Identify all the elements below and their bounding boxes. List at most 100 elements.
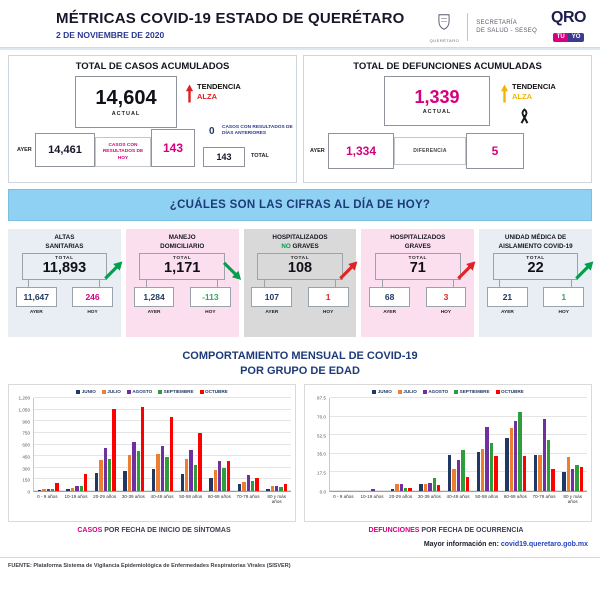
bar-junio	[448, 454, 452, 492]
x-tick-label: 60-69 años	[207, 494, 231, 500]
bar-octubre	[198, 432, 202, 492]
bar-septiembre	[575, 464, 579, 492]
trend-arrow-icon	[575, 261, 594, 280]
legend-item-septiembre: SEPTIEMBRE	[454, 389, 490, 394]
defunciones-ayer-value: 1,334	[345, 144, 377, 159]
gridline	[330, 434, 587, 436]
y-tick-label: 70.0	[317, 414, 326, 420]
total-box: TOTAL 71	[374, 253, 461, 281]
chart-legend: JUNIO JULIO AGOSTO SEPTIEMBRE OCTUBRE	[309, 389, 587, 394]
bar-group	[177, 398, 206, 492]
legend-swatch	[199, 389, 204, 394]
bar-octubre	[283, 484, 288, 492]
more-info: Mayor información en: covid19.queretaro.…	[12, 541, 588, 548]
legend-swatch	[397, 389, 402, 394]
casos-resultados-hoy-label: CASOS CON RESULTADOS DE HOY	[102, 143, 144, 161]
charts-section-title: COMPORTAMIENTO MENSUAL DE COVID-19 POR G…	[0, 349, 600, 379]
casos-by-age-chart: JUNIO JULIO AGOSTO SEPTIEMBRE OCTUBRE 0 150 300…	[8, 384, 296, 523]
bar-julio	[70, 488, 75, 492]
hoy-value-box: 1	[307, 287, 349, 308]
legend-item-julio: JULIO	[101, 389, 121, 395]
bar-julio	[566, 457, 571, 492]
legend-swatch	[495, 389, 500, 394]
gridline	[34, 420, 291, 422]
trend-arrow	[452, 257, 481, 286]
x-tick-label: 50-59 años	[475, 494, 499, 500]
charts-title-line1: COMPORTAMIENTO MENSUAL DE COVID-19	[182, 350, 418, 363]
ayer-value: 21	[502, 292, 513, 303]
legend-swatch	[101, 389, 106, 394]
ayer-value-box: 107	[251, 287, 293, 308]
x-axis-labels: 0 - 9 años 10-19 años 20-29 años 30-39 años…	[329, 494, 587, 505]
hoy-label: HOY	[558, 310, 569, 316]
total-box: TOTAL 1,171	[139, 253, 226, 281]
ayer-value-box: 11,647	[15, 287, 57, 308]
bar-septiembre	[108, 458, 112, 492]
bar-junio	[66, 489, 70, 492]
defunciones-by-age-chart: JUNIO JULIO AGOSTO SEPTIEMBRE OCTUBRE 0.0 17.5…	[304, 384, 592, 523]
card-title-line1: UNIDAD MÉDICA DE	[504, 234, 567, 242]
qro-logo-text: QRO	[551, 9, 586, 26]
trend-arrow	[570, 257, 599, 286]
more-info-label: Mayor información en:	[423, 541, 499, 549]
plot-area-wrap: 0 - 9 años 10-19 años 20-29 años 30-39 años…	[329, 397, 587, 505]
casos-acumulados-panel: TOTAL DE CASOS ACUMULADOS 14,604 ACTUAL …	[8, 55, 297, 184]
bar-septiembre	[193, 464, 198, 492]
bar-group	[330, 398, 359, 491]
casos-resultados-hoy-box: 143	[151, 129, 195, 168]
defunciones-actual-box: 1,339 ACTUAL	[384, 76, 490, 127]
bar-octubre	[169, 416, 173, 492]
bar-julio	[395, 483, 399, 492]
tendencia-label: TENDENCIA	[197, 82, 241, 92]
bar-octubre	[141, 406, 145, 492]
casos-hoy-linkbox: CASOS CON RESULTADOS DE HOY	[95, 137, 151, 168]
x-axis-labels: 0 - 9 años 10-19 años 20-29 años 30-39 años…	[33, 494, 291, 505]
legend-label: JULIO	[107, 389, 121, 395]
bar-agosto	[485, 427, 489, 492]
bar-septiembre	[432, 478, 437, 492]
y-axis: 0.0 17.5 35.0 52.5 70.0 87.5	[309, 395, 329, 495]
ayer-label: AYER	[265, 310, 279, 316]
y-tick-label: 150	[22, 477, 30, 483]
gridline	[330, 415, 587, 417]
hoy-value: 246	[85, 292, 100, 303]
mini-row: 107 1	[244, 287, 357, 308]
x-tick-label: 20-29 años	[389, 494, 413, 500]
x-tick-label: 30-39 años	[121, 494, 145, 500]
card-title-line2: DOMICILIARIO	[160, 242, 205, 250]
total-value: 108	[287, 260, 313, 277]
banner-text: ¿CUÁLES SON LAS CIFRAS AL DÍA DE HOY?	[169, 199, 431, 212]
casos-dias-anteriores-value: 0	[209, 126, 215, 138]
mini-labels: AYER HOY	[361, 310, 474, 315]
bar-octubre	[226, 460, 231, 492]
card-title-line2: GRAVES	[404, 242, 431, 250]
ayer-value-box: 21	[487, 287, 528, 308]
bar-junio	[419, 483, 423, 492]
bar-group	[530, 398, 559, 492]
casos-trend: TENDENCIA ALZA	[185, 82, 241, 105]
connector-lines	[263, 280, 337, 288]
mini-row: 11,647 246	[8, 287, 121, 308]
bar-group	[205, 398, 234, 492]
diferencia-value: 5	[491, 144, 499, 159]
header-text: MÉTRICAS COVID-19 ESTADO DE QUERÉTARO 2 …	[56, 10, 405, 40]
legend-label: JUNIO	[377, 389, 392, 395]
legend-label: AGOSTO	[428, 389, 449, 395]
total-box: TOTAL 108	[257, 253, 343, 281]
y-tick-label: 1,200	[18, 395, 31, 401]
hoy-value: 1	[561, 292, 567, 303]
header-logos: QUERÉTARO SECRETARÍA DE SALUD - SESEQ QR…	[430, 9, 587, 43]
bar-septiembre	[222, 467, 226, 492]
bar-julio	[156, 454, 160, 492]
card-title: ALTAS SANITARIAS	[8, 234, 121, 250]
covid-website-link[interactable]: covid19.queretaro.gob.mx	[500, 541, 588, 549]
casos-trend-text: TENDENCIA ALZA	[197, 82, 241, 102]
y-tick-label: 87.5	[317, 395, 326, 401]
trend-arrow-icon	[222, 262, 241, 281]
bar-group	[359, 398, 388, 492]
legend-item-agosto: AGOSTO	[126, 389, 152, 394]
defunciones-acumuladas-panel: TOTAL DE DEFUNCIONES ACUMULADAS 1,339 AC…	[303, 55, 592, 184]
bar-julio	[242, 481, 246, 492]
defunciones-ayer-box: 1,334	[328, 133, 394, 170]
